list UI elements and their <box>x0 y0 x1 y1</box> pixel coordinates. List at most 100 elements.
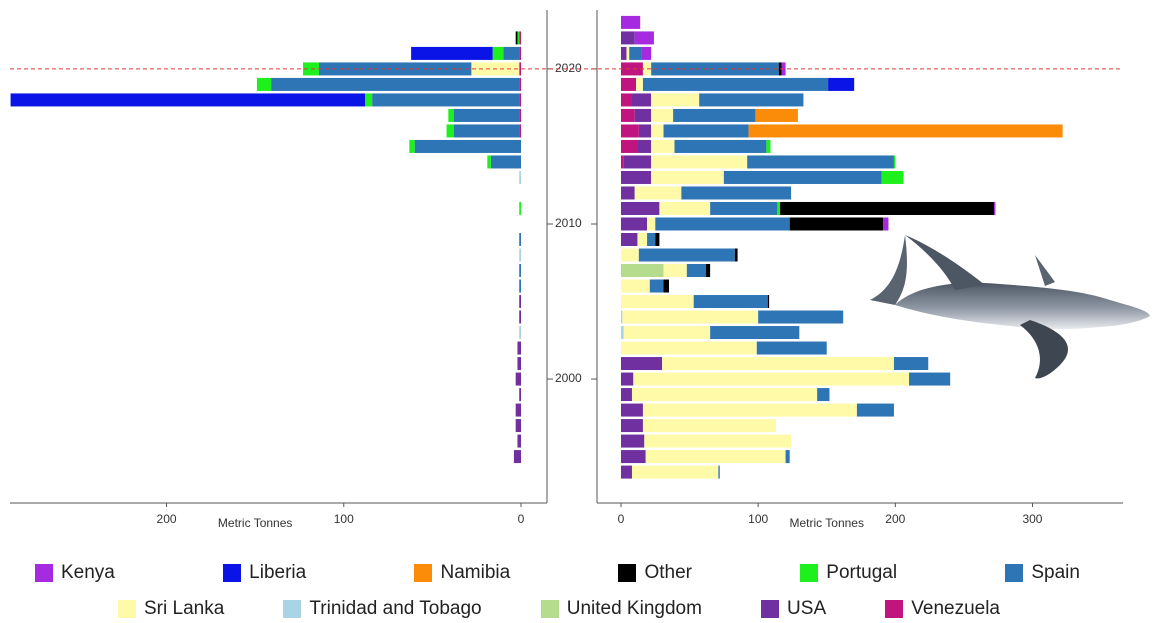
bar-segment <box>817 388 830 402</box>
bar-segment <box>503 46 520 60</box>
bar-segment <box>629 46 642 60</box>
y-tick-label: 2020 <box>555 61 582 75</box>
bar-segment <box>893 155 896 169</box>
legend-item: Sri Lanka <box>118 598 224 620</box>
chart: 0 100 200 300 Metric Tonnes 2000 2010 2020 0 100 2… <box>10 10 1150 530</box>
bar-segment <box>515 419 521 433</box>
bar-segment <box>621 15 641 29</box>
bar-segment <box>519 295 521 309</box>
legend-swatch <box>414 564 433 582</box>
bar-segment <box>766 139 771 153</box>
bar-segment <box>651 155 748 169</box>
bar-segment <box>622 310 759 324</box>
bar-segment <box>882 217 889 231</box>
x-tick-label: 0 <box>518 512 525 526</box>
legend-item: Namibia <box>414 562 510 584</box>
bar-segment <box>513 450 521 464</box>
bar-segment <box>487 155 491 169</box>
bar-segment <box>621 62 643 76</box>
bar-segment <box>517 31 520 45</box>
bar-segment <box>517 357 521 371</box>
legend-label: Liberia <box>249 562 307 583</box>
bar-segment <box>519 326 521 340</box>
bar-segment <box>655 217 790 231</box>
legend: Kenya Liberia Namibia Other Portugal Spain <box>35 562 1080 584</box>
bar-segment <box>621 357 663 371</box>
bar-segment <box>519 248 521 262</box>
legend-swatch <box>761 600 780 618</box>
legend-swatch <box>35 564 53 582</box>
legend-swatch <box>618 564 637 582</box>
x-tick-label: 100 <box>748 512 768 526</box>
bar-segment <box>621 403 643 417</box>
x-axis-label: Metric Tonnes <box>218 516 292 530</box>
bar-segment <box>642 403 857 417</box>
bar-segment <box>710 201 778 215</box>
bar-segment <box>623 326 711 340</box>
bar-segment <box>621 217 648 231</box>
x-tick-label: 200 <box>157 512 177 526</box>
bar-segment <box>492 46 504 60</box>
legend-label: United Kingdom <box>566 598 702 619</box>
bar-segment <box>644 434 792 448</box>
legend-swatch <box>118 600 136 618</box>
bar-segment <box>519 279 521 293</box>
bar-segment <box>621 310 623 324</box>
bar-segment <box>519 62 521 76</box>
bar-segment <box>767 295 770 309</box>
bar-segment <box>519 388 521 402</box>
bar-segment <box>519 170 521 184</box>
bar-segment <box>626 46 630 60</box>
bar-segment <box>662 357 894 371</box>
bar-segment <box>372 93 520 107</box>
bar-segment <box>641 46 652 60</box>
bar-segment <box>409 139 415 153</box>
bar-segment <box>414 139 521 153</box>
bar-segment <box>631 388 818 402</box>
bar-segment <box>777 201 781 215</box>
bar-segment <box>256 77 272 91</box>
bar-segment <box>710 326 800 340</box>
bar-segment <box>747 155 894 169</box>
legend-item: United Kingdom <box>540 598 702 620</box>
bar-segment <box>621 124 639 138</box>
bar-segment <box>411 46 493 60</box>
legend-label: Venezuela <box>911 598 1000 619</box>
bar-segment <box>621 108 635 122</box>
bar-segment <box>674 139 767 153</box>
bar-segment <box>519 232 521 246</box>
legend-item: Trinidad and Tobago <box>283 598 482 620</box>
bar-segment <box>519 93 521 107</box>
bar-segment <box>651 62 779 76</box>
bar-segment <box>663 124 749 138</box>
bar-segment <box>490 155 521 169</box>
legend-label: Sri Lanka <box>144 598 225 619</box>
bar-segment <box>758 310 844 324</box>
bar-segment <box>634 186 682 200</box>
bar-segment <box>517 434 521 448</box>
legend-label: Portugal <box>826 562 898 583</box>
legend-item: Spain <box>1005 562 1080 584</box>
legend-swatch <box>800 564 819 582</box>
legend-swatch <box>540 600 559 618</box>
bar-segment <box>621 372 634 386</box>
bar-segment <box>453 124 520 138</box>
legend-swatch <box>283 600 302 618</box>
bar-segment <box>621 201 660 215</box>
bar-segment <box>645 450 786 464</box>
bar-segment <box>623 155 652 169</box>
bar-segment <box>673 108 756 122</box>
legend-item: USA <box>761 598 826 620</box>
bar-segment <box>655 232 660 246</box>
legend-item: Venezuela <box>885 598 1000 620</box>
bar-segment <box>621 419 643 433</box>
bar-segment <box>637 232 648 246</box>
bar-segment <box>893 357 929 371</box>
bar-segment <box>10 93 366 107</box>
bar-segment <box>637 139 652 153</box>
bar-segment <box>621 295 694 309</box>
bar-segment <box>517 341 521 355</box>
bar-segment <box>621 248 639 262</box>
bar-segment <box>789 217 883 231</box>
